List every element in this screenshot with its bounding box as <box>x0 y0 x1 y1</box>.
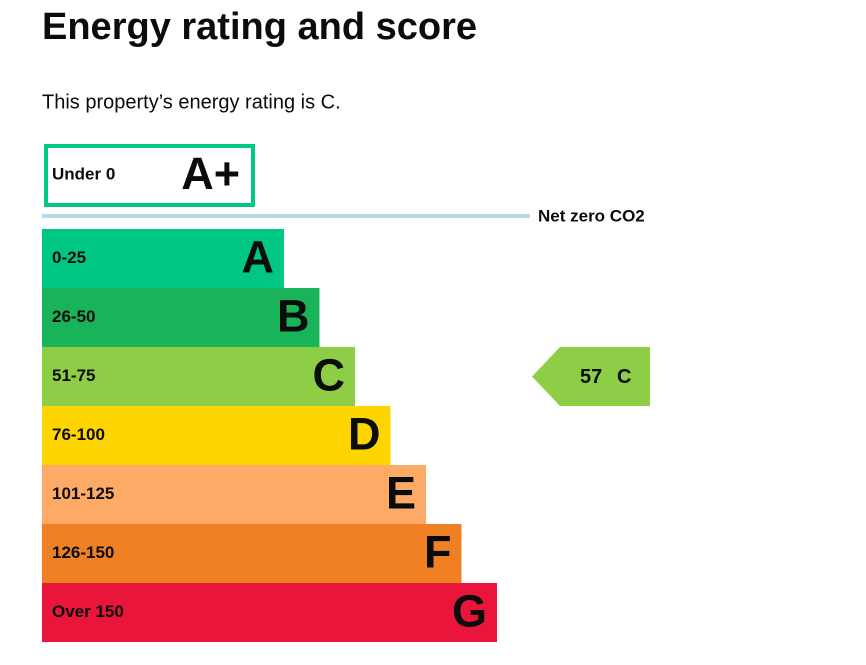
band-letter: A <box>242 231 275 282</box>
band-range: Under 0 <box>52 164 115 183</box>
band-letter: E <box>386 467 416 518</box>
band-range: 0-25 <box>52 248 86 267</box>
band-range: 126-150 <box>52 543 114 562</box>
band-bar <box>42 524 462 583</box>
band-letter: C <box>313 349 346 400</box>
current-rating-arrow <box>532 347 650 406</box>
band-bar <box>42 288 320 347</box>
band-range: 26-50 <box>52 307 95 326</box>
band-range: 76-100 <box>52 425 105 444</box>
band-range: 101-125 <box>52 484 114 503</box>
band-letter: D <box>348 408 381 459</box>
band-range: 51-75 <box>52 366 95 385</box>
heading: Energy rating and score <box>42 6 477 48</box>
top-band-box <box>44 144 255 207</box>
band-letter: B <box>277 290 310 341</box>
current-letter: C <box>617 366 631 388</box>
band-bar <box>42 583 497 642</box>
band-letter: A+ <box>181 148 240 199</box>
band-letter: F <box>424 526 452 577</box>
intro: This property’s energy rating is C. <box>42 91 341 113</box>
band-letter: G <box>452 585 487 636</box>
band-bar <box>42 465 426 524</box>
current-score: 57 <box>580 366 602 388</box>
band-bar <box>42 229 284 288</box>
band-bar <box>42 406 391 465</box>
band-bar <box>42 347 355 406</box>
band-range: Over 150 <box>52 602 124 621</box>
net-zero-label: Net zero CO2 <box>538 206 645 225</box>
